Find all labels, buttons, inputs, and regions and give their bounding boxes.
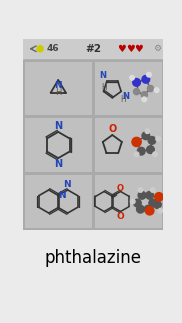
Circle shape: [37, 46, 43, 52]
Bar: [23, 39, 163, 59]
Bar: [25, 62, 92, 115]
Circle shape: [147, 86, 154, 92]
Circle shape: [134, 89, 140, 95]
Text: N: N: [54, 159, 62, 169]
Circle shape: [145, 129, 150, 133]
Circle shape: [158, 208, 163, 213]
Circle shape: [130, 199, 135, 204]
Text: ♥: ♥: [117, 44, 126, 54]
Circle shape: [142, 76, 150, 83]
Circle shape: [154, 201, 161, 208]
Text: ⚙: ⚙: [153, 44, 161, 53]
Text: N: N: [54, 121, 62, 131]
Text: N: N: [122, 92, 129, 101]
Text: 46: 46: [46, 44, 59, 53]
Circle shape: [132, 137, 141, 147]
Circle shape: [137, 147, 145, 155]
Bar: [95, 175, 162, 228]
Circle shape: [130, 76, 134, 80]
Circle shape: [153, 152, 157, 157]
Circle shape: [144, 205, 152, 213]
Circle shape: [147, 146, 154, 153]
Circle shape: [149, 199, 157, 207]
Circle shape: [146, 192, 154, 199]
Bar: [23, 60, 163, 230]
Circle shape: [147, 72, 151, 77]
Text: N: N: [63, 180, 71, 189]
Bar: [25, 118, 92, 172]
Text: ♥: ♥: [126, 44, 135, 54]
Text: ♥: ♥: [134, 44, 143, 54]
Circle shape: [155, 193, 163, 201]
Circle shape: [136, 205, 144, 213]
Circle shape: [141, 92, 147, 98]
Text: H: H: [55, 88, 62, 97]
Circle shape: [148, 137, 156, 144]
Circle shape: [134, 199, 141, 207]
Text: H: H: [120, 95, 126, 104]
Bar: [95, 118, 162, 172]
Circle shape: [142, 132, 150, 140]
Bar: [25, 175, 92, 228]
Bar: [95, 62, 162, 115]
Text: H: H: [102, 83, 107, 92]
Text: N: N: [58, 191, 66, 200]
Text: N: N: [99, 71, 106, 80]
Circle shape: [142, 97, 147, 102]
Circle shape: [151, 188, 155, 192]
Circle shape: [145, 206, 154, 215]
Text: O: O: [117, 212, 124, 221]
Text: N: N: [54, 81, 62, 90]
Circle shape: [154, 88, 159, 92]
Circle shape: [133, 78, 141, 86]
Circle shape: [134, 152, 139, 157]
Text: phthalazine: phthalazine: [45, 249, 142, 267]
Text: #2: #2: [85, 44, 101, 54]
Circle shape: [156, 137, 161, 141]
Circle shape: [138, 188, 143, 192]
Text: O: O: [108, 124, 116, 134]
Circle shape: [138, 192, 146, 199]
Text: O: O: [116, 184, 124, 193]
